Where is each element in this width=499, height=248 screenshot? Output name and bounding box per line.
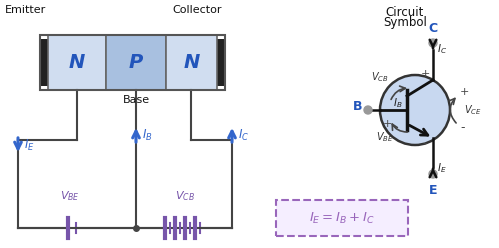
Text: Collector: Collector <box>172 5 222 15</box>
Circle shape <box>380 75 450 145</box>
FancyBboxPatch shape <box>217 39 225 86</box>
Text: N: N <box>69 53 85 72</box>
Text: $V_{BE}$: $V_{BE}$ <box>376 130 394 144</box>
Text: $V_{CB}$: $V_{CB}$ <box>175 189 195 203</box>
Text: +: + <box>460 87 470 97</box>
Text: $I_C$: $I_C$ <box>238 127 249 143</box>
Text: $I_B$: $I_B$ <box>142 127 153 143</box>
Text: B: B <box>352 100 362 114</box>
Text: Base: Base <box>122 95 150 105</box>
FancyBboxPatch shape <box>40 39 48 86</box>
Text: C: C <box>429 22 438 35</box>
Text: -: - <box>423 137 427 151</box>
Text: N: N <box>183 53 200 72</box>
Text: $V_{CB}$: $V_{CB}$ <box>371 70 389 84</box>
Circle shape <box>429 39 437 47</box>
Circle shape <box>429 170 437 178</box>
Text: $I_E = I_B + I_C$: $I_E = I_B + I_C$ <box>309 211 375 225</box>
Text: Circuit: Circuit <box>386 6 424 19</box>
Text: $I_B$: $I_B$ <box>393 96 403 110</box>
Text: E: E <box>429 184 437 197</box>
FancyBboxPatch shape <box>106 35 166 90</box>
Text: $I_E$: $I_E$ <box>437 161 447 175</box>
Text: -: - <box>460 122 465 134</box>
Text: P: P <box>129 53 143 72</box>
Circle shape <box>364 106 372 114</box>
Text: Symbol: Symbol <box>383 16 427 29</box>
Text: +: + <box>420 69 430 79</box>
FancyBboxPatch shape <box>166 35 217 90</box>
Text: +: + <box>382 119 392 129</box>
Text: Emitter: Emitter <box>5 5 46 15</box>
Text: $V_{CE}$: $V_{CE}$ <box>464 103 482 117</box>
Text: $I_C$: $I_C$ <box>437 42 447 56</box>
FancyBboxPatch shape <box>48 35 106 90</box>
FancyBboxPatch shape <box>276 200 408 236</box>
Text: $I_E$: $I_E$ <box>24 137 34 153</box>
Text: $V_{BE}$: $V_{BE}$ <box>60 189 80 203</box>
